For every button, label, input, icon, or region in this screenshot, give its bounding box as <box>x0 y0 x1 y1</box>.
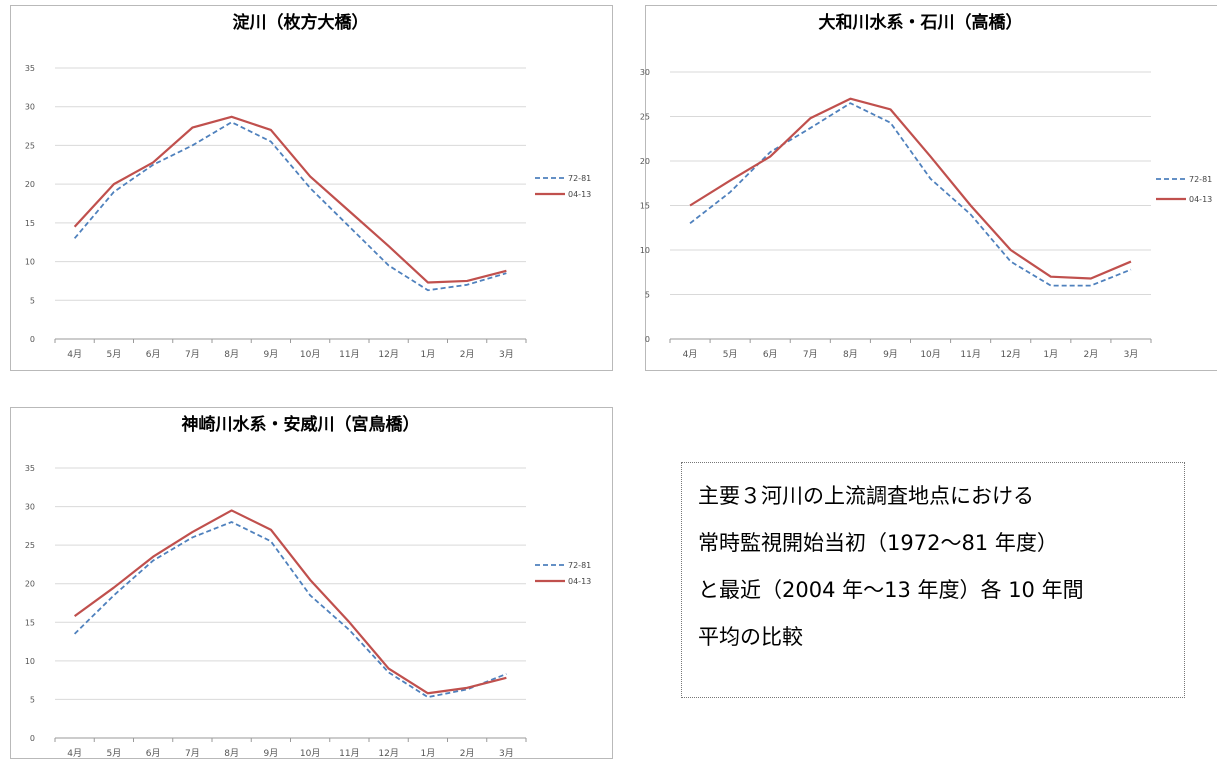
y-tick-label: 5 <box>30 296 35 305</box>
series-line-72-81 <box>689 102 1132 287</box>
x-tick-label: 8月 <box>224 748 239 759</box>
x-tick-label: 8月 <box>843 349 858 360</box>
y-tick-label: 5 <box>645 291 650 300</box>
x-tick-label: 10月 <box>920 349 940 360</box>
y-tick-label: 25 <box>25 141 35 150</box>
legend-label: 72-81 <box>568 174 591 183</box>
chart-title: 淀川（枚方大橋） <box>233 12 369 33</box>
series-line-04-13 <box>73 509 507 695</box>
chart-title: 大和川水系・石川（高橋） <box>819 12 1023 33</box>
x-tick-label: 12月 <box>378 748 398 759</box>
chart-aigawa-svg: 神崎川水系・安威川（宮鳥橋） 0 5 10 15 20 25 30 35 4月 5月 6月 7月 8月 9月… <box>25 414 591 759</box>
x-tick-label: 2月 <box>460 748 475 759</box>
y-tick-label: 25 <box>640 113 650 122</box>
x-tick-label: 4月 <box>67 748 82 759</box>
chart-title: 神崎川水系・安威川（宮鳥橋） <box>182 414 420 435</box>
x-tick-label: 1月 <box>421 748 436 759</box>
y-tick-label: 30 <box>640 68 650 77</box>
x-tick-label: 11月 <box>339 349 359 360</box>
legend-label: 72-81 <box>1189 175 1212 184</box>
x-tick-label: 10月 <box>300 349 320 360</box>
legend-label: 04-13 <box>568 190 591 199</box>
x-tick-label: 1月 <box>1043 349 1058 360</box>
x-tick-label: 12月 <box>1000 349 1020 360</box>
y-tick-label: 15 <box>640 202 650 211</box>
x-tick-label: 5月 <box>723 349 738 360</box>
note-line-3: と最近（2004 年～13 年度）各 10 年間 <box>698 578 1084 602</box>
x-tick-label: 4月 <box>683 349 698 360</box>
x-tick-label: 6月 <box>146 349 161 360</box>
x-tick-label: 7月 <box>803 349 818 360</box>
chart-ishikawa-svg: 大和川水系・石川（高橋） 0 5 10 15 20 25 30 4月 5月 6月 7月 8月 9月 10月 1… <box>640 12 1212 360</box>
x-tick-label: 7月 <box>185 748 200 759</box>
y-tick-label: 5 <box>30 695 35 704</box>
x-tick-label: 5月 <box>107 349 122 360</box>
y-tick-label: 35 <box>25 64 35 73</box>
x-tick-label: 9月 <box>264 349 279 360</box>
note-line-4: 平均の比較 <box>698 625 803 649</box>
y-tick-label: 20 <box>25 180 35 189</box>
note-line-2: 常時監視開始当初（1972～81 年度） <box>698 531 1058 555</box>
x-tick-label: 3月 <box>1124 349 1139 360</box>
y-tick-label: 35 <box>25 464 35 473</box>
x-tick-label: 3月 <box>499 748 514 759</box>
series-line-04-13 <box>73 115 507 284</box>
legend-label: 04-13 <box>1189 195 1212 204</box>
series-line-72-81 <box>73 521 507 699</box>
y-tick-label: 15 <box>25 219 35 228</box>
y-tick-label: 20 <box>640 157 650 166</box>
x-tick-label: 11月 <box>339 748 359 759</box>
chart-aigawa: 神崎川水系・安威川（宮鳥橋） 0 5 10 15 20 25 30 35 4月 5月 6月 7月 8月 9月… <box>10 407 613 759</box>
note-line-1: 主要３河川の上流調査地点における <box>698 484 1034 508</box>
x-tick-label: 10月 <box>300 748 320 759</box>
x-tick-label: 6月 <box>763 349 778 360</box>
x-tick-label: 6月 <box>146 748 161 759</box>
series-line-04-13 <box>689 97 1132 280</box>
y-tick-label: 20 <box>25 580 35 589</box>
chart-yodogawa-svg: 淀川（枚方大橋） 0 5 10 15 20 25 30 35 4月 5月 6月 7月 8月 9月 10月 11月… <box>25 12 591 360</box>
x-tick-label: 1月 <box>421 349 436 360</box>
x-tick-label: 9月 <box>883 349 898 360</box>
legend-label: 04-13 <box>568 577 591 586</box>
y-tick-label: 10 <box>25 657 35 666</box>
x-tick-label: 9月 <box>264 748 279 759</box>
x-tick-label: 5月 <box>107 748 122 759</box>
x-tick-label: 12月 <box>378 349 398 360</box>
y-tick-label: 30 <box>25 503 35 512</box>
series-line-72-81 <box>73 121 507 292</box>
y-tick-label: 25 <box>25 541 35 550</box>
x-tick-label: 8月 <box>224 349 239 360</box>
y-tick-label: 0 <box>30 734 35 743</box>
y-tick-label: 15 <box>25 618 35 627</box>
y-tick-label: 10 <box>640 246 650 255</box>
x-tick-label: 2月 <box>460 349 475 360</box>
y-tick-label: 0 <box>645 335 650 344</box>
x-tick-label: 2月 <box>1084 349 1099 360</box>
legend-label: 72-81 <box>568 561 591 570</box>
x-tick-label: 4月 <box>67 349 82 360</box>
x-tick-label: 11月 <box>960 349 980 360</box>
y-tick-label: 10 <box>25 258 35 267</box>
x-tick-label: 3月 <box>499 349 514 360</box>
x-tick-label: 7月 <box>185 349 200 360</box>
y-tick-label: 30 <box>25 103 35 112</box>
comparison-note: 主要３河川の上流調査地点における 常時監視開始当初（1972～81 年度） と最… <box>681 462 1185 698</box>
y-tick-label: 0 <box>30 335 35 344</box>
chart-ishikawa: 大和川水系・石川（高橋） 0 5 10 15 20 25 30 4月 5月 6月 7月 8月 9月 10月 1… <box>640 5 1217 371</box>
chart-yodogawa: 淀川（枚方大橋） 0 5 10 15 20 25 30 35 4月 5月 6月 7月 8月 9月 10月 11月… <box>10 5 613 371</box>
